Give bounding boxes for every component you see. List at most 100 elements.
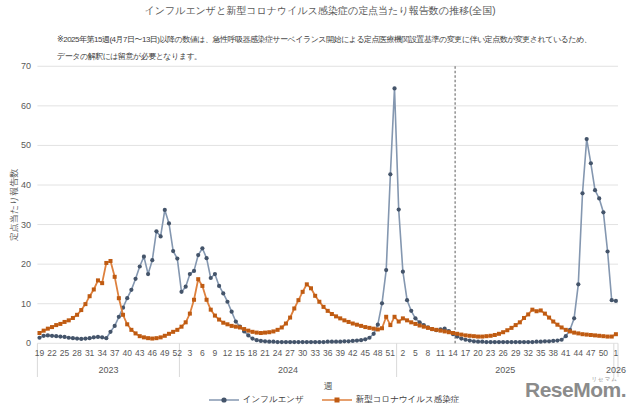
data-point-covid (555, 323, 559, 327)
x-tick-label: 14 (448, 348, 458, 358)
data-point-influenza (564, 334, 568, 338)
x-tick-label: 20 (473, 348, 483, 358)
data-point-covid (37, 331, 41, 335)
data-point-covid (121, 313, 125, 317)
x-tick-label: 5 (413, 348, 418, 358)
data-point-covid (146, 336, 150, 340)
data-point-influenza (518, 340, 522, 344)
y-tick-label: 50 (21, 140, 31, 150)
data-point-influenza (501, 340, 505, 344)
data-point-influenza (530, 340, 534, 344)
data-point-influenza (580, 191, 584, 195)
x-tick-label: 45 (361, 348, 371, 358)
data-point-influenza (413, 316, 417, 320)
data-point-influenza (555, 338, 559, 342)
data-point-influenza (305, 340, 309, 344)
data-point-covid (384, 315, 388, 319)
data-point-covid (154, 336, 158, 340)
y-tick-label: 0 (26, 338, 31, 348)
x-tick-label: 48 (373, 348, 383, 358)
data-point-covid (430, 327, 434, 331)
data-point-influenza (338, 340, 342, 344)
data-point-covid (576, 331, 580, 335)
data-point-influenza (560, 338, 564, 342)
data-point-covid (271, 329, 275, 333)
x-tick-label: 32 (523, 348, 533, 358)
chart-note: ※2025年第15週(4月7日〜13日)以降の数値は、急性呼吸器感染症サーベイラ… (57, 31, 591, 65)
data-point-covid (464, 333, 468, 337)
data-point-covid (585, 333, 589, 337)
data-point-influenza (50, 334, 54, 338)
data-point-covid (355, 323, 359, 327)
data-point-influenza (129, 288, 133, 292)
x-tick-label: 38 (549, 348, 559, 358)
data-point-influenza (472, 339, 476, 343)
data-point-influenza (309, 340, 313, 344)
data-point-influenza (196, 253, 200, 257)
data-point-covid (405, 318, 409, 322)
data-point-covid (322, 305, 326, 309)
data-point-covid (409, 320, 413, 324)
data-point-influenza (88, 336, 92, 340)
data-point-covid (317, 300, 321, 304)
data-point-influenza (159, 234, 163, 238)
data-point-influenza (217, 284, 221, 288)
data-point-influenza (54, 334, 58, 338)
data-point-covid (296, 298, 300, 302)
data-point-influenza (104, 336, 108, 340)
data-point-covid (480, 335, 484, 339)
data-point-influenza (234, 319, 238, 323)
data-point-covid (593, 333, 597, 337)
data-point-influenza (547, 339, 551, 343)
x-tick-label: 27 (285, 348, 295, 358)
y-tick-label: 60 (21, 101, 31, 111)
data-point-influenza (597, 196, 601, 200)
data-point-influenza (576, 282, 580, 286)
data-point-influenza (326, 340, 330, 344)
data-point-influenza (271, 340, 275, 344)
legend-item-covid: 新型コロナウイルス感染症 (322, 394, 459, 406)
data-point-covid (451, 331, 455, 335)
data-point-influenza (539, 340, 543, 344)
data-point-covid (129, 328, 133, 332)
data-point-influenza (301, 340, 305, 344)
data-point-covid (543, 312, 547, 316)
data-point-covid (188, 312, 192, 316)
x-tick-label: 3 (187, 348, 192, 358)
data-point-covid (113, 275, 117, 279)
data-point-covid (96, 278, 100, 282)
data-point-influenza (484, 340, 488, 344)
data-point-covid (388, 323, 392, 327)
data-point-influenza (334, 340, 338, 344)
data-point-influenza (392, 86, 396, 90)
data-point-covid (551, 320, 555, 324)
data-point-covid (493, 333, 497, 337)
x-tick-label: 33 (310, 348, 320, 358)
x-tick-label: 50 (599, 348, 609, 358)
data-point-covid (79, 308, 83, 312)
data-point-influenza (79, 337, 83, 341)
x-tick-label: 23 (486, 348, 496, 358)
data-point-influenza (154, 229, 158, 233)
data-point-covid (459, 333, 463, 337)
data-point-covid (267, 330, 271, 334)
x-tick-label: 18 (248, 348, 258, 358)
data-point-covid (606, 335, 610, 339)
legend-item-influenza: インフルエンザ (209, 394, 304, 406)
data-point-influenza (317, 340, 321, 344)
data-point-influenza (150, 258, 154, 262)
x-tick-label: 22 (47, 348, 57, 358)
data-point-covid (489, 334, 493, 338)
data-point-covid (288, 316, 292, 320)
data-point-influenza (267, 340, 271, 344)
data-point-covid (372, 327, 376, 331)
data-point-influenza (614, 299, 618, 303)
x-tick-label: 26 (498, 348, 508, 358)
data-point-covid (284, 322, 288, 326)
data-point-influenza (259, 339, 263, 343)
data-point-influenza (280, 340, 284, 344)
data-point-covid (92, 287, 96, 291)
data-point-covid (313, 294, 317, 298)
data-point-influenza (184, 285, 188, 289)
data-point-covid (242, 327, 246, 331)
